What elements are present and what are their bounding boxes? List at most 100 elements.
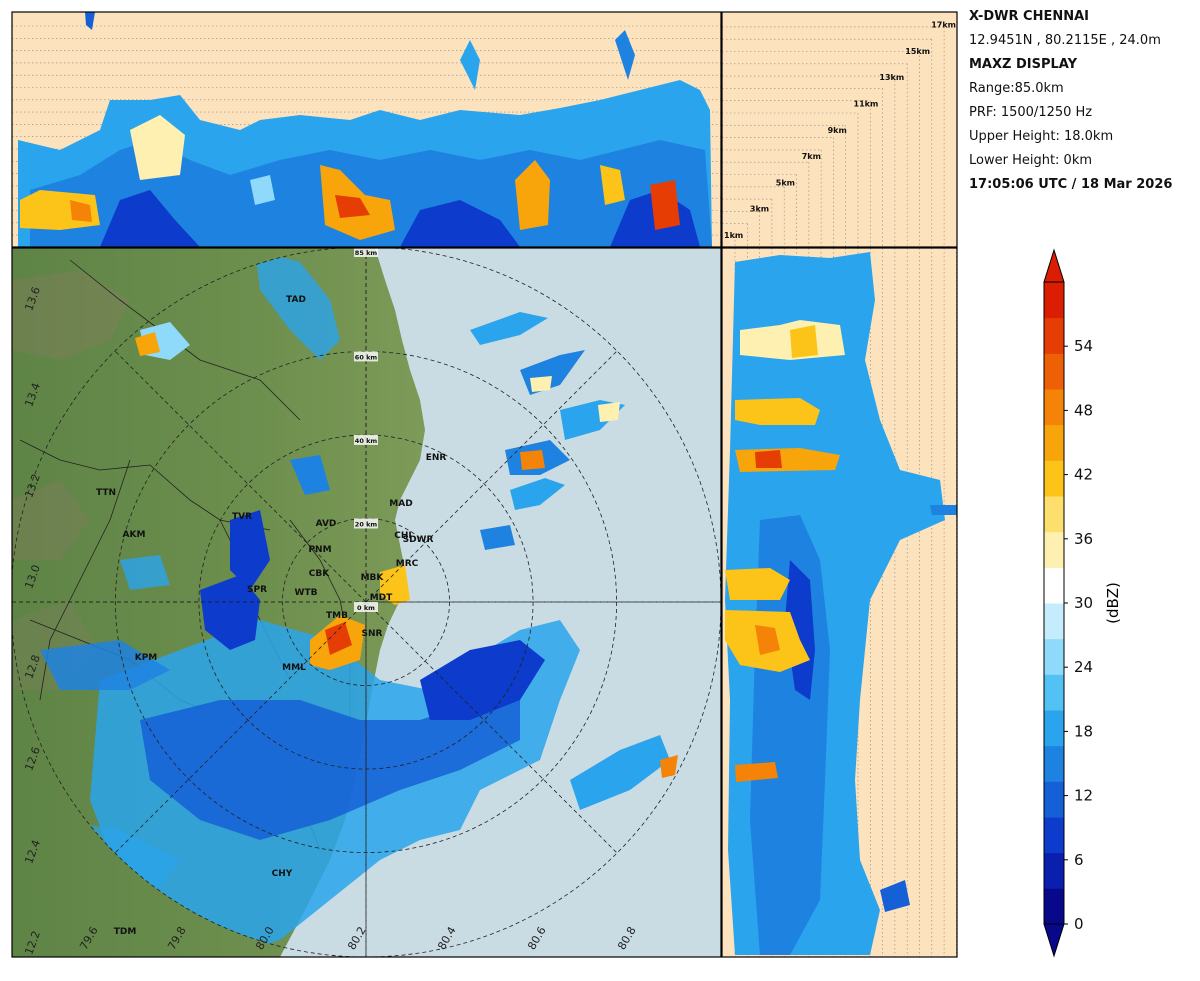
corner-height-grid <box>722 26 945 247</box>
height-label: 11km <box>854 100 879 109</box>
range-ring-label-bg <box>354 351 378 362</box>
colorbar-segment <box>1044 531 1064 568</box>
place-label: CBK <box>309 569 330 579</box>
map-panel: 0 km 20 km 40 km 60 km 85 km TAD ENR TTN TVR AVD… <box>12 248 721 957</box>
range-ring-label-bg <box>354 518 378 529</box>
place-label: ENR <box>426 453 447 463</box>
height-label: 7km <box>802 152 821 161</box>
top-panel-frame <box>11 11 722 248</box>
colorbar-bottom-arrow <box>1043 923 1065 958</box>
place-label: CHY <box>272 869 293 879</box>
station-name: X-DWR CHENNAI <box>969 9 1089 24</box>
place-label: SPR <box>247 585 267 595</box>
colorbar-tick-label: 54 <box>1074 337 1093 355</box>
colorbar-tick-label: 48 <box>1074 401 1093 419</box>
radar-echoes <box>40 250 580 957</box>
map-panel-frame <box>11 247 722 958</box>
place-label: KPM <box>135 653 158 663</box>
range-ring-label: 0 km <box>357 604 375 612</box>
colorbar-segment <box>1044 888 1064 925</box>
colorbar-segment <box>1044 317 1064 354</box>
sector-line <box>114 601 367 854</box>
colorbar-tick-label: 6 <box>1074 851 1084 869</box>
colorbar-tick-label: 12 <box>1074 787 1093 805</box>
place-label: TTN <box>96 488 116 498</box>
colorbar-tick-label: 24 <box>1074 658 1093 676</box>
sector-line <box>365 601 618 854</box>
upper-height: Upper Height: 18.0km <box>969 129 1114 144</box>
colorbar-segment <box>1044 353 1064 390</box>
colorbar-segment <box>1044 460 1064 497</box>
range-ring-label-bg <box>354 248 378 257</box>
sector-line <box>365 350 618 603</box>
colorbar-segment <box>1044 710 1064 747</box>
range-ring-label-bg <box>354 602 378 612</box>
colorbar-tick-label: 0 <box>1074 915 1084 933</box>
height-label: 1km <box>724 231 743 240</box>
colorbar-label: (dBZ) <box>1104 582 1122 624</box>
right-panel-frame <box>721 247 958 958</box>
corner-panel-frame <box>721 11 958 248</box>
colorbar-segment <box>1044 745 1064 782</box>
corner-panel-background <box>722 12 957 247</box>
colorbar-segment <box>1044 817 1064 854</box>
offshore-echoes <box>470 312 678 810</box>
colorbar-tick-label: 30 <box>1074 594 1093 612</box>
range-ring-label: 20 km <box>355 520 378 528</box>
corner-height-labels: 17km 15km 13km 11km 9km 7km 5km 3km 1km <box>724 21 956 240</box>
top-panel-echoes <box>18 12 712 247</box>
colorbar-segment <box>1044 674 1064 711</box>
colorbar-segment <box>1044 496 1064 533</box>
display-type: MAXZ DISPLAY <box>969 57 1078 72</box>
height-label: 17km <box>931 21 956 30</box>
place-label: SNR <box>362 629 383 639</box>
range-ring-label: 60 km <box>355 353 378 361</box>
lower-height: Lower Height: 0km <box>969 153 1093 168</box>
place-label: CHI <box>394 531 412 541</box>
place-label: MML <box>282 663 306 673</box>
range-ring-label: 40 km <box>355 437 378 445</box>
place-label: AKM <box>123 530 146 540</box>
place-label: SDWR <box>403 535 434 545</box>
range-ring-labels: 0 km 20 km 40 km 60 km 85 km <box>354 248 378 612</box>
range-ring-label: 85 km <box>355 249 378 257</box>
station-coords: 12.9451N , 80.2115E , 24.0m <box>969 33 1161 48</box>
right-panel-echoes <box>725 252 957 955</box>
colorbar-tick-label: 18 <box>1074 722 1093 740</box>
range-ring-label-bg <box>354 434 378 445</box>
colorbar-segment <box>1044 567 1064 604</box>
place-label: MAD <box>389 499 412 509</box>
hills <box>12 270 130 360</box>
place-label: AVD <box>316 519 337 529</box>
place-label: TMB <box>326 611 348 621</box>
right-height-panel <box>721 247 958 958</box>
corner-height-panel: 17km 15km 13km 11km 9km 7km 5km 3km 1km <box>721 11 958 248</box>
colorbar-tick-label: 36 <box>1074 530 1093 548</box>
place-label: PNM <box>308 545 331 555</box>
colorbar-tick-label: 42 <box>1074 466 1093 484</box>
place-label: TDM <box>114 927 137 937</box>
height-label: 9km <box>828 126 847 135</box>
place-label: MDT <box>370 593 393 603</box>
hills <box>12 480 90 560</box>
height-label: 15km <box>905 47 930 56</box>
place-label: TVR <box>232 512 252 522</box>
colorbar-segment <box>1044 424 1064 461</box>
place-label: MBK <box>361 573 385 583</box>
place-label: WTB <box>295 588 318 598</box>
height-label: 3km <box>750 205 769 214</box>
colorbar-segment <box>1044 638 1064 675</box>
sector-lines <box>12 248 721 957</box>
colorbar-segment <box>1044 603 1064 640</box>
colorbar-ticks: 0 6 12 18 24 30 36 42 48 54 <box>1064 337 1093 933</box>
prf-value: PRF: 1500/1250 Hz <box>969 105 1093 120</box>
timestamp: 17:05:06 UTC / 18 Mar 2026 <box>969 177 1173 192</box>
colorbar-segment <box>1044 781 1064 818</box>
place-label: TAD <box>286 295 306 305</box>
range-value: Range:85.0km <box>969 81 1064 96</box>
colorbar-segment <box>1044 389 1064 426</box>
place-label: MRC <box>396 559 419 569</box>
height-label: 5km <box>776 178 795 187</box>
